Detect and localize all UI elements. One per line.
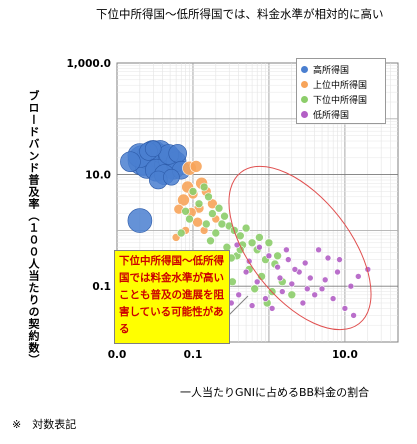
data-point-low xyxy=(315,246,322,254)
log-scale-note: ※ 対数表記 xyxy=(12,418,77,431)
legend: 高所得国 上位中所得国 下位中所得国 低所得国 xyxy=(296,58,386,124)
data-point-low xyxy=(334,268,341,276)
data-point-upper_middle xyxy=(207,198,218,210)
y-tick-label: 1,000.0 xyxy=(66,58,111,70)
data-point-lower_middle xyxy=(194,199,204,209)
legend-marker-high xyxy=(301,66,308,73)
data-point-lower_middle xyxy=(217,219,227,229)
data-point-high xyxy=(163,168,180,186)
data-point-low xyxy=(242,268,250,276)
legend-marker-upper-middle xyxy=(301,81,308,88)
legend-item-high: 高所得国 xyxy=(301,62,381,77)
data-point-lower_middle xyxy=(287,290,297,300)
tick-labels: 0.0 0.1 10.0 1,000.0 10.0 0.1 xyxy=(66,58,357,361)
data-point-low xyxy=(262,295,269,302)
data-point-lower_middle xyxy=(220,211,229,221)
data-point-low xyxy=(303,285,311,293)
data-point-upper_middle xyxy=(192,216,203,228)
data-point-low xyxy=(291,266,299,273)
data-point-lower_middle xyxy=(202,219,211,229)
data-point-low xyxy=(350,312,357,319)
data-point-high xyxy=(127,208,153,233)
data-point-lower_middle xyxy=(247,238,257,248)
data-point-lower_middle xyxy=(199,182,209,192)
data-point-upper_middle xyxy=(177,193,190,207)
data-point-low xyxy=(283,246,290,254)
data-point-low xyxy=(354,273,362,280)
data-point-low xyxy=(276,274,284,282)
data-point-lower_middle xyxy=(206,236,215,246)
x-tick-label: 0.0 xyxy=(108,349,127,361)
data-point-lower_middle xyxy=(250,284,259,294)
data-point-upper_middle xyxy=(189,160,203,173)
data-point-lower_middle xyxy=(181,207,190,216)
legend-item-lower-middle: 下位中所得国 xyxy=(301,92,381,107)
data-point-low xyxy=(341,305,349,312)
data-point-low xyxy=(278,288,286,295)
legend-item-upper-middle: 上位中所得国 xyxy=(301,77,381,92)
data-point-lower_middle xyxy=(273,251,282,261)
legend-label-upper-middle: 上位中所得国 xyxy=(313,81,368,91)
data-point-low xyxy=(299,299,307,307)
data-point-low xyxy=(324,254,332,262)
legend-marker-low xyxy=(301,111,308,118)
legend-marker-lower-middle xyxy=(301,96,308,103)
data-point-low xyxy=(268,305,276,312)
data-point-low xyxy=(321,276,329,284)
data-point-low xyxy=(301,259,309,267)
y-tick-label: 0.1 xyxy=(92,281,111,293)
chart-title: 下位中所得国～低所得国では、料金水準が相対的に高い xyxy=(96,7,384,21)
data-point-low xyxy=(347,282,355,290)
data-point-low xyxy=(288,280,296,288)
data-point-high xyxy=(168,144,187,163)
data-point-low xyxy=(284,256,292,263)
legend-label-low: 低所得国 xyxy=(313,111,350,121)
data-point-low xyxy=(306,274,314,282)
y-axis-label: ブロードバンド普及率（１００人当たりの契約数） xyxy=(27,90,40,366)
x-axis-label: 一人当たりGNIに占めるBB料金の割合 xyxy=(180,386,370,399)
data-point-lower_middle xyxy=(211,228,221,238)
legend-label-lower-middle: 下位中所得国 xyxy=(313,96,368,106)
data-point-lower_middle xyxy=(176,228,186,238)
data-point-high xyxy=(120,151,141,172)
data-point-low xyxy=(256,243,263,251)
legend-label-high: 高所得国 xyxy=(313,66,350,76)
data-point-low xyxy=(235,291,242,299)
data-point-low xyxy=(336,256,343,263)
data-point-lower_middle xyxy=(255,233,264,242)
data-points xyxy=(120,140,372,319)
data-point-lower_middle xyxy=(185,214,194,224)
data-point-lower_middle xyxy=(204,192,213,202)
data-point-lower_middle xyxy=(264,238,274,248)
data-point-low xyxy=(265,252,273,260)
data-point-lower_middle xyxy=(214,203,224,213)
data-point-lower_middle xyxy=(236,231,245,241)
highlight-ellipse xyxy=(228,165,372,331)
callout-box: 下位中所得国～低所得国では料金水準が高いことも普及の進展を阻害している可能性があ… xyxy=(114,250,230,344)
y-tick-label: 10.0 xyxy=(85,170,111,182)
legend-item-low: 低所得国 xyxy=(301,107,381,122)
data-point-lower_middle xyxy=(188,187,198,196)
data-point-lower_middle xyxy=(208,209,217,218)
data-point-low xyxy=(253,278,261,286)
data-point-low xyxy=(248,302,256,309)
x-tick-label: 10.0 xyxy=(332,349,358,361)
data-point-low xyxy=(318,285,326,293)
data-point-low xyxy=(329,295,337,302)
data-point-low xyxy=(311,291,319,299)
x-tick-label: 0.1 xyxy=(184,349,203,361)
data-point-lower_middle xyxy=(241,223,251,233)
data-point-high xyxy=(144,140,162,158)
data-point-low xyxy=(274,263,281,271)
